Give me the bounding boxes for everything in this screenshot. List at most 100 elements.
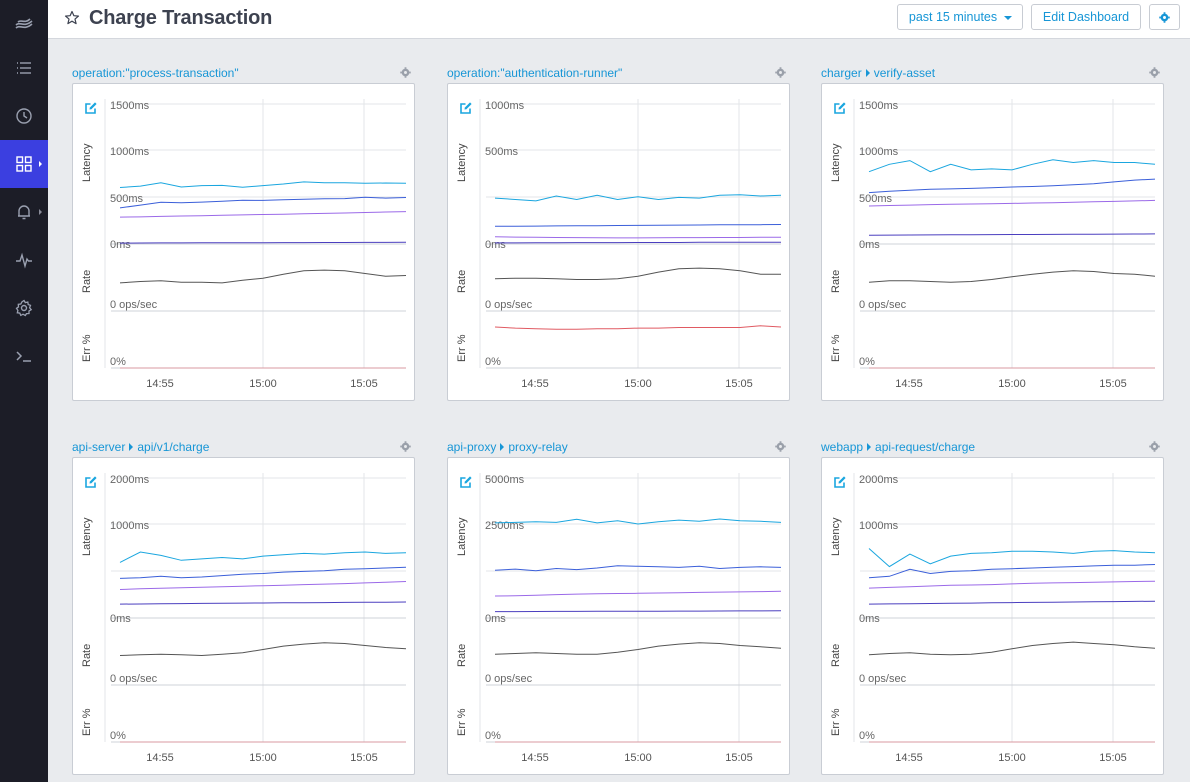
caret-right-icon — [867, 443, 872, 451]
latency-series-line — [868, 600, 1156, 605]
latency-series-line — [494, 590, 782, 597]
latency-max-label: 1500ms — [110, 100, 150, 112]
caret-right-icon — [865, 69, 870, 77]
sidebar-item-settings[interactable] — [0, 284, 48, 332]
x-tick-label: 15:05 — [1099, 378, 1127, 390]
panel-title[interactable]: operation:"authentication-runner" — [447, 66, 622, 80]
edit-dashboard-button[interactable]: Edit Dashboard — [1031, 4, 1141, 30]
header: Charge Transaction past 15 minutes Edit … — [48, 0, 1190, 39]
latency-zero-label: 0ms — [110, 239, 131, 251]
panel-settings-gear-icon[interactable] — [400, 67, 411, 78]
sidebar-item-terminal[interactable] — [0, 332, 48, 380]
x-tick-label: 15:00 — [998, 752, 1026, 764]
x-tick-label: 15:00 — [624, 378, 652, 390]
panel-title[interactable]: charger verify-asset — [821, 66, 935, 80]
latency-series-line — [868, 233, 1156, 236]
panel-chart: 2000ms 1000ms 0ms 0 ops/sec 0% Latency Rate Err… — [81, 473, 407, 764]
rate-zero-label: 0 ops/sec — [110, 673, 158, 685]
panel-title-part[interactable]: api-request/charge — [875, 440, 976, 454]
x-tick-label: 15:00 — [624, 752, 652, 764]
panel-title[interactable]: operation:"process-transaction" — [72, 66, 239, 80]
err-axis-label: Err % — [830, 708, 842, 736]
panel-title-part[interactable]: verify-asset — [873, 66, 936, 80]
panel-title-part[interactable]: charger — [821, 66, 862, 80]
dashboard-panel: api-server api/v1/charge 2000ms 1000ms 0ms 0 … — [72, 440, 415, 782]
logo-button[interactable] — [0, 0, 48, 48]
sidebar-item-alerts[interactable] — [0, 188, 48, 236]
panel-title[interactable]: api-server api/v1/charge — [72, 440, 209, 454]
panel-settings-gear-icon[interactable] — [775, 441, 786, 452]
edit-query-icon[interactable] — [459, 475, 473, 489]
panel-chart: 5000ms 2500ms 0ms 0 ops/sec 0% Latency Rate Err… — [456, 473, 782, 764]
panel-title-part[interactable]: api-server — [72, 440, 126, 454]
panel-title-part[interactable]: api-proxy — [447, 440, 497, 454]
latency-max-label: 2000ms — [110, 474, 150, 486]
edit-query-icon[interactable] — [833, 101, 847, 115]
sidebar-item-list[interactable] — [0, 44, 48, 92]
latency-axis-label: Latency — [81, 143, 93, 182]
latency-series-line — [119, 181, 407, 188]
x-tick-label: 15:05 — [725, 378, 753, 390]
x-tick-label: 14:55 — [146, 752, 174, 764]
panel-title[interactable]: api-proxy proxy-relay — [447, 440, 568, 454]
clock-icon — [16, 108, 32, 124]
err-axis-label: Err % — [456, 334, 468, 362]
err-zero-label: 0% — [485, 730, 501, 742]
panel-settings-gear-icon[interactable] — [1149, 441, 1160, 452]
latency-series-line — [119, 566, 407, 579]
err-zero-label: 0% — [110, 356, 126, 368]
panel-title-part[interactable]: proxy-relay — [508, 440, 568, 454]
sidebar-item-monitoring[interactable] — [0, 236, 48, 284]
sidebar-item-dashboards[interactable] — [0, 140, 48, 188]
x-tick-label: 15:05 — [350, 752, 378, 764]
latency-zero-label: 0ms — [485, 239, 506, 251]
latency-zero-label: 0ms — [859, 613, 880, 625]
time-range-dropdown[interactable]: past 15 minutes — [897, 4, 1023, 30]
rate-axis-label: Rate — [830, 270, 842, 293]
latency-series-line — [494, 518, 782, 525]
rate-zero-label: 0 ops/sec — [485, 673, 533, 685]
latency-max-label: 5000ms — [485, 474, 525, 486]
panel-chart-card: 1500ms 1000ms 500ms 0ms 0 ops/sec 0% Latency Ra… — [821, 83, 1164, 401]
latency-axis-label: Latency — [830, 143, 842, 182]
terminal-icon — [16, 351, 31, 362]
panel-title-part[interactable]: operation:"process-transaction" — [72, 66, 239, 80]
edit-dashboard-label: Edit Dashboard — [1042, 10, 1130, 24]
caret-right-icon — [500, 443, 505, 451]
panel-title-part[interactable]: operation:"authentication-runner" — [447, 66, 623, 80]
list-icon — [17, 62, 31, 74]
rate-zero-label: 0 ops/sec — [859, 299, 907, 311]
edit-query-icon[interactable] — [84, 475, 98, 489]
panel-title-part[interactable]: webapp — [821, 440, 864, 454]
latency-mid-label: 1000ms — [859, 520, 899, 532]
sidebar — [0, 0, 48, 782]
star-icon[interactable] — [64, 10, 80, 26]
rate-axis-label: Rate — [81, 644, 93, 667]
edit-query-icon[interactable] — [84, 101, 98, 115]
rate-zero-label: 0 ops/sec — [485, 299, 533, 311]
panel-settings-gear-icon[interactable] — [400, 441, 411, 452]
latency-axis-label: Latency — [81, 517, 93, 556]
panel-title[interactable]: webapp api-request/charge — [821, 440, 975, 454]
panel-settings-gear-icon[interactable] — [775, 67, 786, 78]
panel-chart-card: 1000ms 500ms 0ms 0 ops/sec 0% Latency Rate Err … — [447, 83, 790, 401]
sidebar-item-history[interactable] — [0, 92, 48, 140]
x-tick-label: 14:55 — [146, 378, 174, 390]
dashboard-settings-button[interactable] — [1149, 4, 1180, 30]
x-tick-label: 15:05 — [1099, 752, 1127, 764]
x-tick-label: 15:00 — [249, 378, 277, 390]
latency-mid-label: 2500ms — [485, 520, 525, 532]
rate-axis-label: Rate — [81, 270, 93, 293]
edit-query-icon[interactable] — [459, 101, 473, 115]
latency-series-line — [495, 610, 782, 613]
latency-series-line — [868, 178, 1156, 194]
rate-zero-label: 0 ops/sec — [110, 299, 158, 311]
dashboard-panel: webapp api-request/charge 2000ms 1000ms 0ms 0… — [821, 440, 1164, 782]
panel-title-part[interactable]: api/v1/charge — [137, 440, 210, 454]
panel-settings-gear-icon[interactable] — [1149, 67, 1160, 78]
edit-query-icon[interactable] — [833, 475, 847, 489]
latency-mid-label: 1000ms — [110, 146, 150, 158]
latency-zero-label: 0ms — [859, 239, 880, 251]
latency-max-label: 2000ms — [859, 474, 899, 486]
latency-series-line — [494, 236, 781, 239]
